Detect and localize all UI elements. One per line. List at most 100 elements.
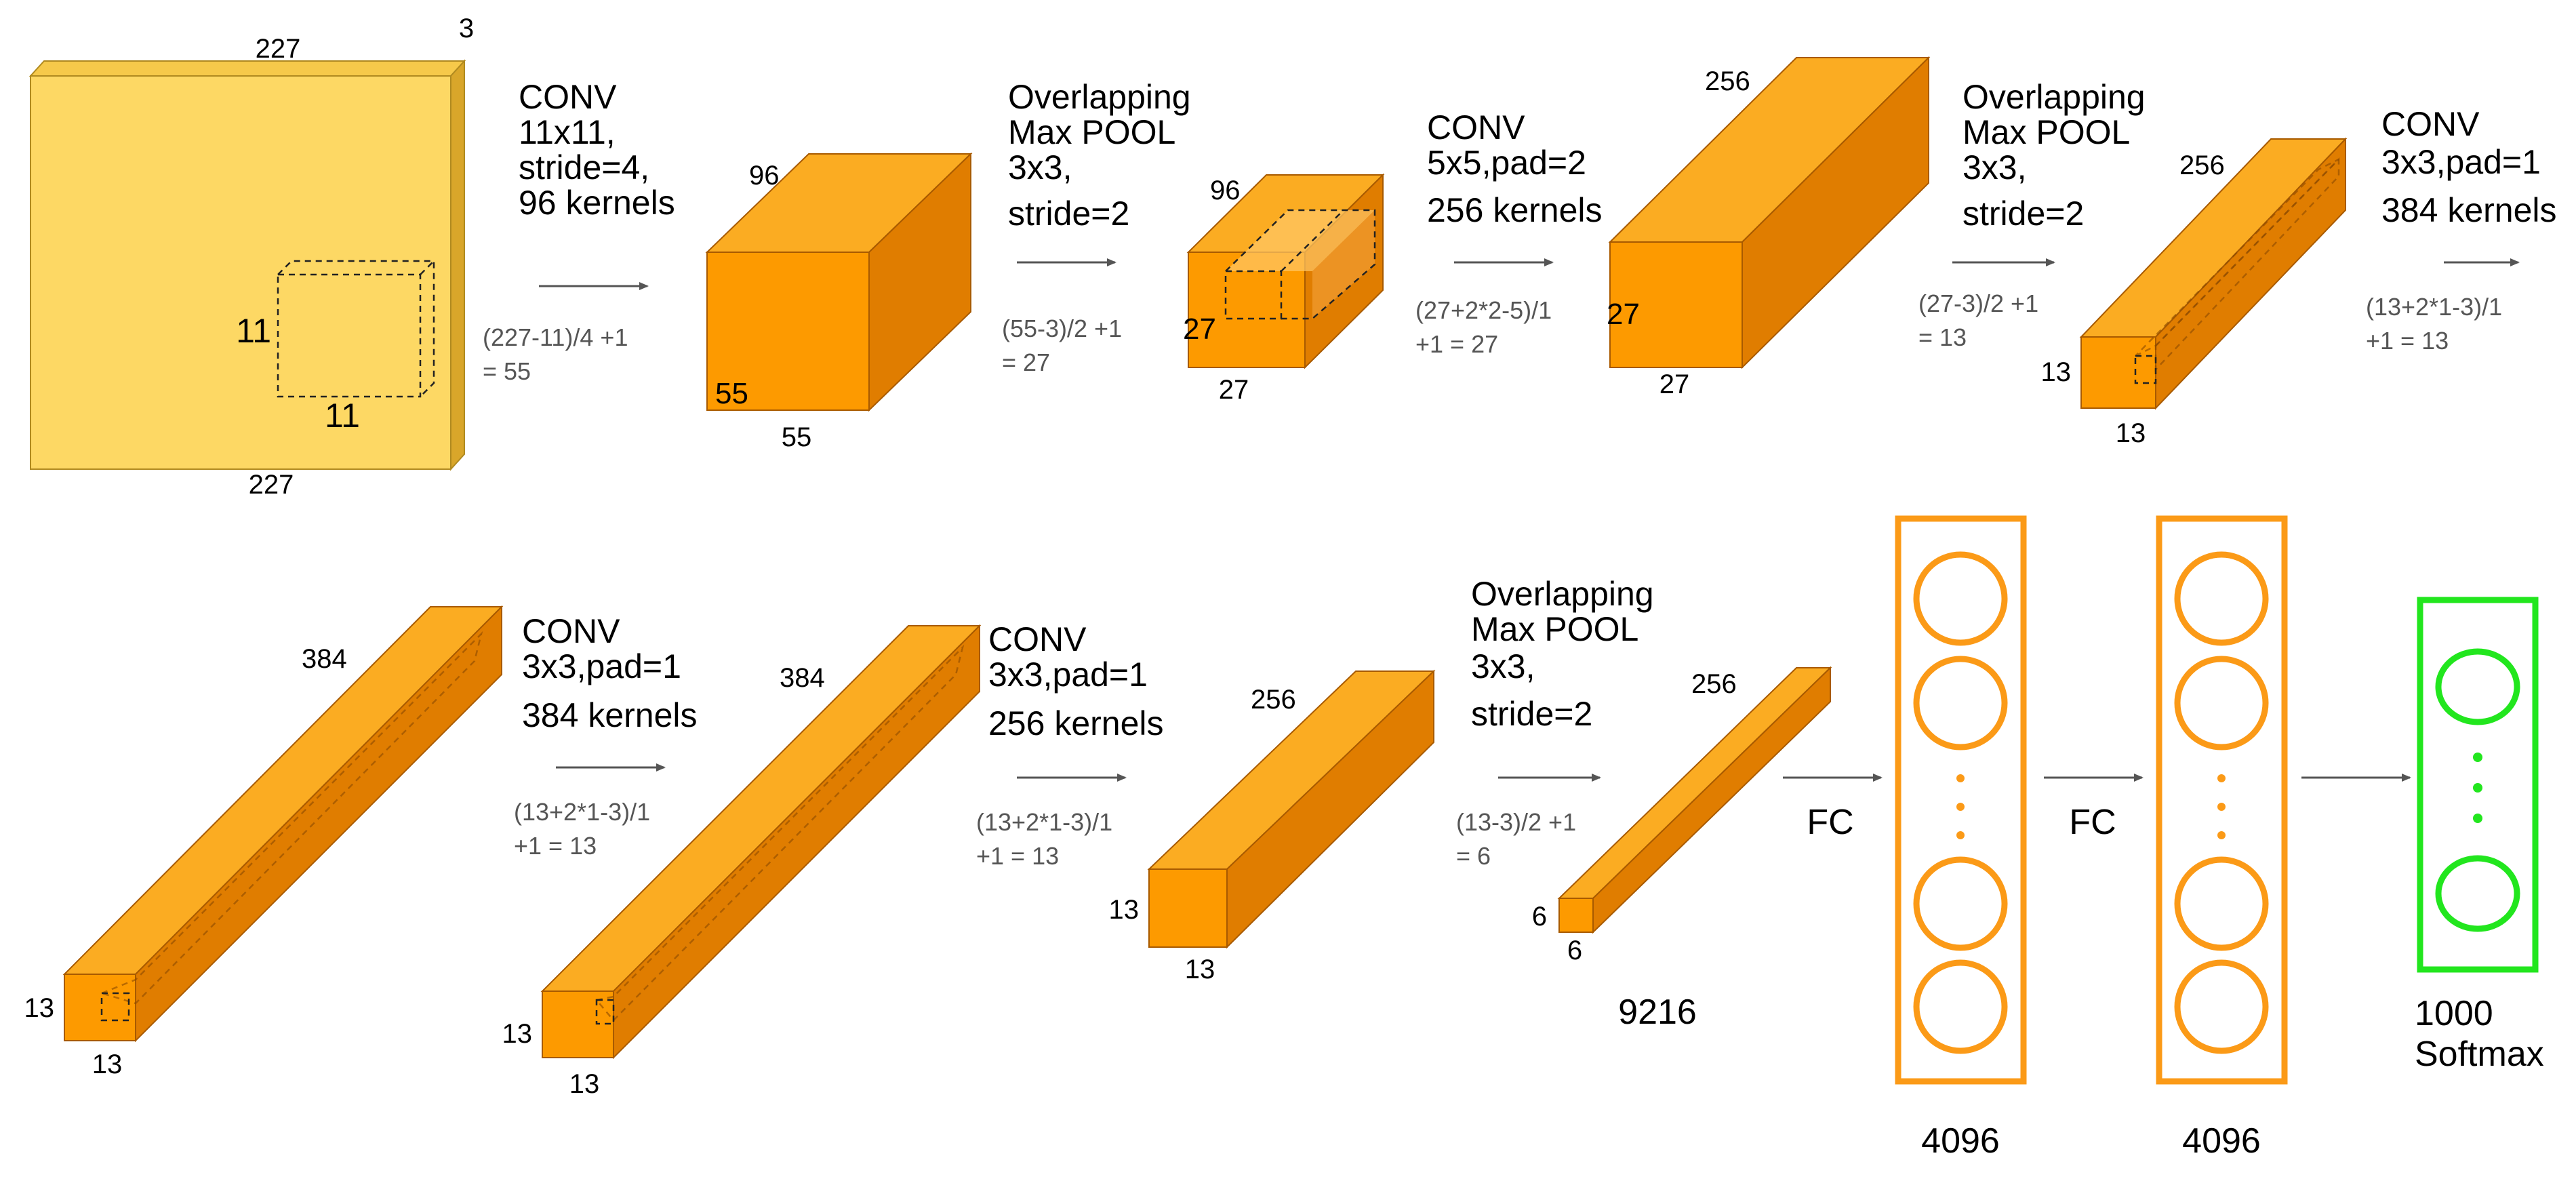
block6-front bbox=[542, 990, 614, 1058]
softmax-frame bbox=[2417, 597, 2539, 973]
flatten-size-label: 9216 bbox=[1618, 993, 1697, 1032]
block1-depth: 96 bbox=[749, 161, 780, 191]
block2-pool-window-top bbox=[1226, 210, 1375, 271]
block6-depth: 384 bbox=[780, 663, 825, 693]
op4-calc: (27-3)/2 +1 bbox=[1918, 289, 2038, 317]
op8-line: Max POOL bbox=[1471, 610, 1638, 648]
block8-front bbox=[1558, 898, 1594, 933]
fc2-neuron bbox=[2174, 551, 2269, 646]
block3-depth: 256 bbox=[1705, 66, 1750, 96]
block2-height: 27 bbox=[1183, 313, 1216, 346]
block1-width: 55 bbox=[782, 422, 812, 452]
block5-depth: 384 bbox=[302, 644, 347, 674]
op7-calc: (13+2*1-3)/1 bbox=[976, 808, 1112, 836]
block4-conv-channel-side bbox=[2154, 157, 2340, 372]
fc-label-2: FC bbox=[2069, 803, 2116, 842]
fc1-layer bbox=[1895, 515, 2027, 1085]
input-volume-front bbox=[30, 75, 451, 470]
block8-width: 6 bbox=[1567, 936, 1582, 965]
op1-line: 96 kernels bbox=[519, 184, 675, 222]
op3-calc: +1 = 27 bbox=[1415, 330, 1498, 358]
block2-pool-window-edge bbox=[1281, 209, 1344, 272]
block2-volume bbox=[1186, 173, 1385, 369]
receptive-field-front bbox=[277, 273, 422, 398]
block7-volume bbox=[1147, 669, 1436, 949]
block2-width: 27 bbox=[1219, 375, 1249, 405]
fc1-ellipsis-dot bbox=[1956, 774, 1965, 782]
block6-conv-channel bbox=[595, 644, 965, 1022]
block2-pool-window-edges bbox=[1225, 209, 1376, 320]
op4-line: stride=2 bbox=[1963, 195, 2084, 233]
block6-height: 13 bbox=[502, 1019, 533, 1049]
kernel-height-label: 11 bbox=[236, 312, 271, 350]
op8-line: Overlapping bbox=[1471, 575, 1654, 613]
input-width-top: 227 bbox=[256, 34, 301, 64]
softmax-ellipsis-dot bbox=[2473, 753, 2482, 762]
block4-height: 13 bbox=[2041, 357, 2072, 387]
block8-side bbox=[1592, 666, 1831, 934]
op2-description: Overlapping Max POOL 3x3, stride=2 (55-3… bbox=[1002, 78, 1191, 376]
block4-depth: 256 bbox=[2179, 151, 2225, 180]
fc2-frame bbox=[2156, 515, 2288, 1085]
block3-width: 27 bbox=[1659, 369, 1690, 399]
input-volume-side bbox=[450, 59, 465, 471]
fc1-size-label: 4096 bbox=[1921, 1121, 2000, 1161]
block3-height: 27 bbox=[1607, 298, 1640, 331]
op4-calc: = 13 bbox=[1918, 323, 1967, 351]
op3-line: 256 kernels bbox=[1427, 191, 1603, 229]
block2-pool-window-front bbox=[1224, 270, 1283, 320]
op3-description: CONV 5x5,pad=2 256 kernels (27+2*2-5)/1 … bbox=[1415, 108, 1603, 358]
op1-calc: (227-11)/4 +1 bbox=[483, 323, 628, 351]
input-height-bottom: 227 bbox=[249, 470, 294, 500]
block2-depth: 96 bbox=[1210, 176, 1241, 205]
softmax-neuron bbox=[2435, 648, 2520, 725]
fc2-neuron bbox=[2174, 656, 2269, 750]
block7-width: 13 bbox=[1185, 955, 1215, 984]
fc2-size-label: 4096 bbox=[2182, 1121, 2261, 1161]
op7-line: CONV bbox=[988, 620, 1087, 658]
op2-calc: (55-3)/2 +1 bbox=[1002, 315, 1122, 342]
kernel-width-label: 11 bbox=[325, 397, 360, 435]
block1-volume bbox=[705, 152, 973, 412]
op7-line: 256 kernels bbox=[988, 704, 1164, 742]
op2-line: Overlapping bbox=[1008, 78, 1191, 116]
op2-line: 3x3, bbox=[1008, 148, 1072, 186]
softmax-name-label: Softmax bbox=[2415, 1035, 2544, 1074]
op7-line: 3x3,pad=1 bbox=[988, 656, 1148, 694]
receptive-field-edge bbox=[420, 260, 435, 275]
block6-volume bbox=[540, 624, 982, 1060]
op3-line: CONV bbox=[1427, 108, 1525, 146]
block7-front bbox=[1148, 868, 1228, 948]
fc2-ellipsis-dot bbox=[2217, 831, 2226, 839]
input-volume bbox=[28, 59, 466, 471]
fc1-frame bbox=[1895, 515, 2027, 1085]
op7-calc: +1 = 13 bbox=[976, 842, 1059, 870]
block8-volume bbox=[1557, 666, 1832, 934]
block1-height: 55 bbox=[715, 377, 748, 410]
op5-line: 3x3,pad=1 bbox=[2381, 143, 2541, 181]
fc1-ellipsis-dot bbox=[1956, 803, 1965, 811]
op1-description: CONV 11x11, stride=4, 96 kernels (227-11… bbox=[483, 78, 675, 385]
fc2-neuron bbox=[2174, 856, 2269, 951]
op8-calc: = 6 bbox=[1456, 842, 1491, 870]
softmax-neuron bbox=[2435, 855, 2520, 932]
block4-conv-window bbox=[2134, 355, 2157, 384]
op2-calc: = 27 bbox=[1002, 348, 1050, 376]
block2-front bbox=[1188, 252, 1306, 368]
block6-width: 13 bbox=[569, 1069, 600, 1099]
block3-volume bbox=[1608, 56, 1931, 369]
block5-volume bbox=[62, 605, 504, 1043]
fc2-neuron bbox=[2174, 959, 2269, 1054]
op6-description: CONV 3x3,pad=1 384 kernels (13+2*1-3)/1 … bbox=[514, 612, 698, 860]
block7-height: 13 bbox=[1109, 895, 1140, 925]
op5-line: 384 kernels bbox=[2381, 191, 2557, 229]
op7-description: CONV 3x3,pad=1 256 kernels (13+2*1-3)/1 … bbox=[976, 620, 1164, 870]
block5-top bbox=[62, 606, 504, 975]
fc2-layer bbox=[2156, 515, 2288, 1085]
op8-calc: (13-3)/2 +1 bbox=[1456, 808, 1576, 836]
op1-line: stride=4, bbox=[519, 148, 649, 186]
input-volume-top bbox=[28, 60, 466, 77]
op4-description: Overlapping Max POOL 3x3, stride=2 (27-3… bbox=[1918, 78, 2146, 351]
op8-line: 3x3, bbox=[1471, 647, 1535, 685]
block4-width: 13 bbox=[2116, 418, 2146, 448]
